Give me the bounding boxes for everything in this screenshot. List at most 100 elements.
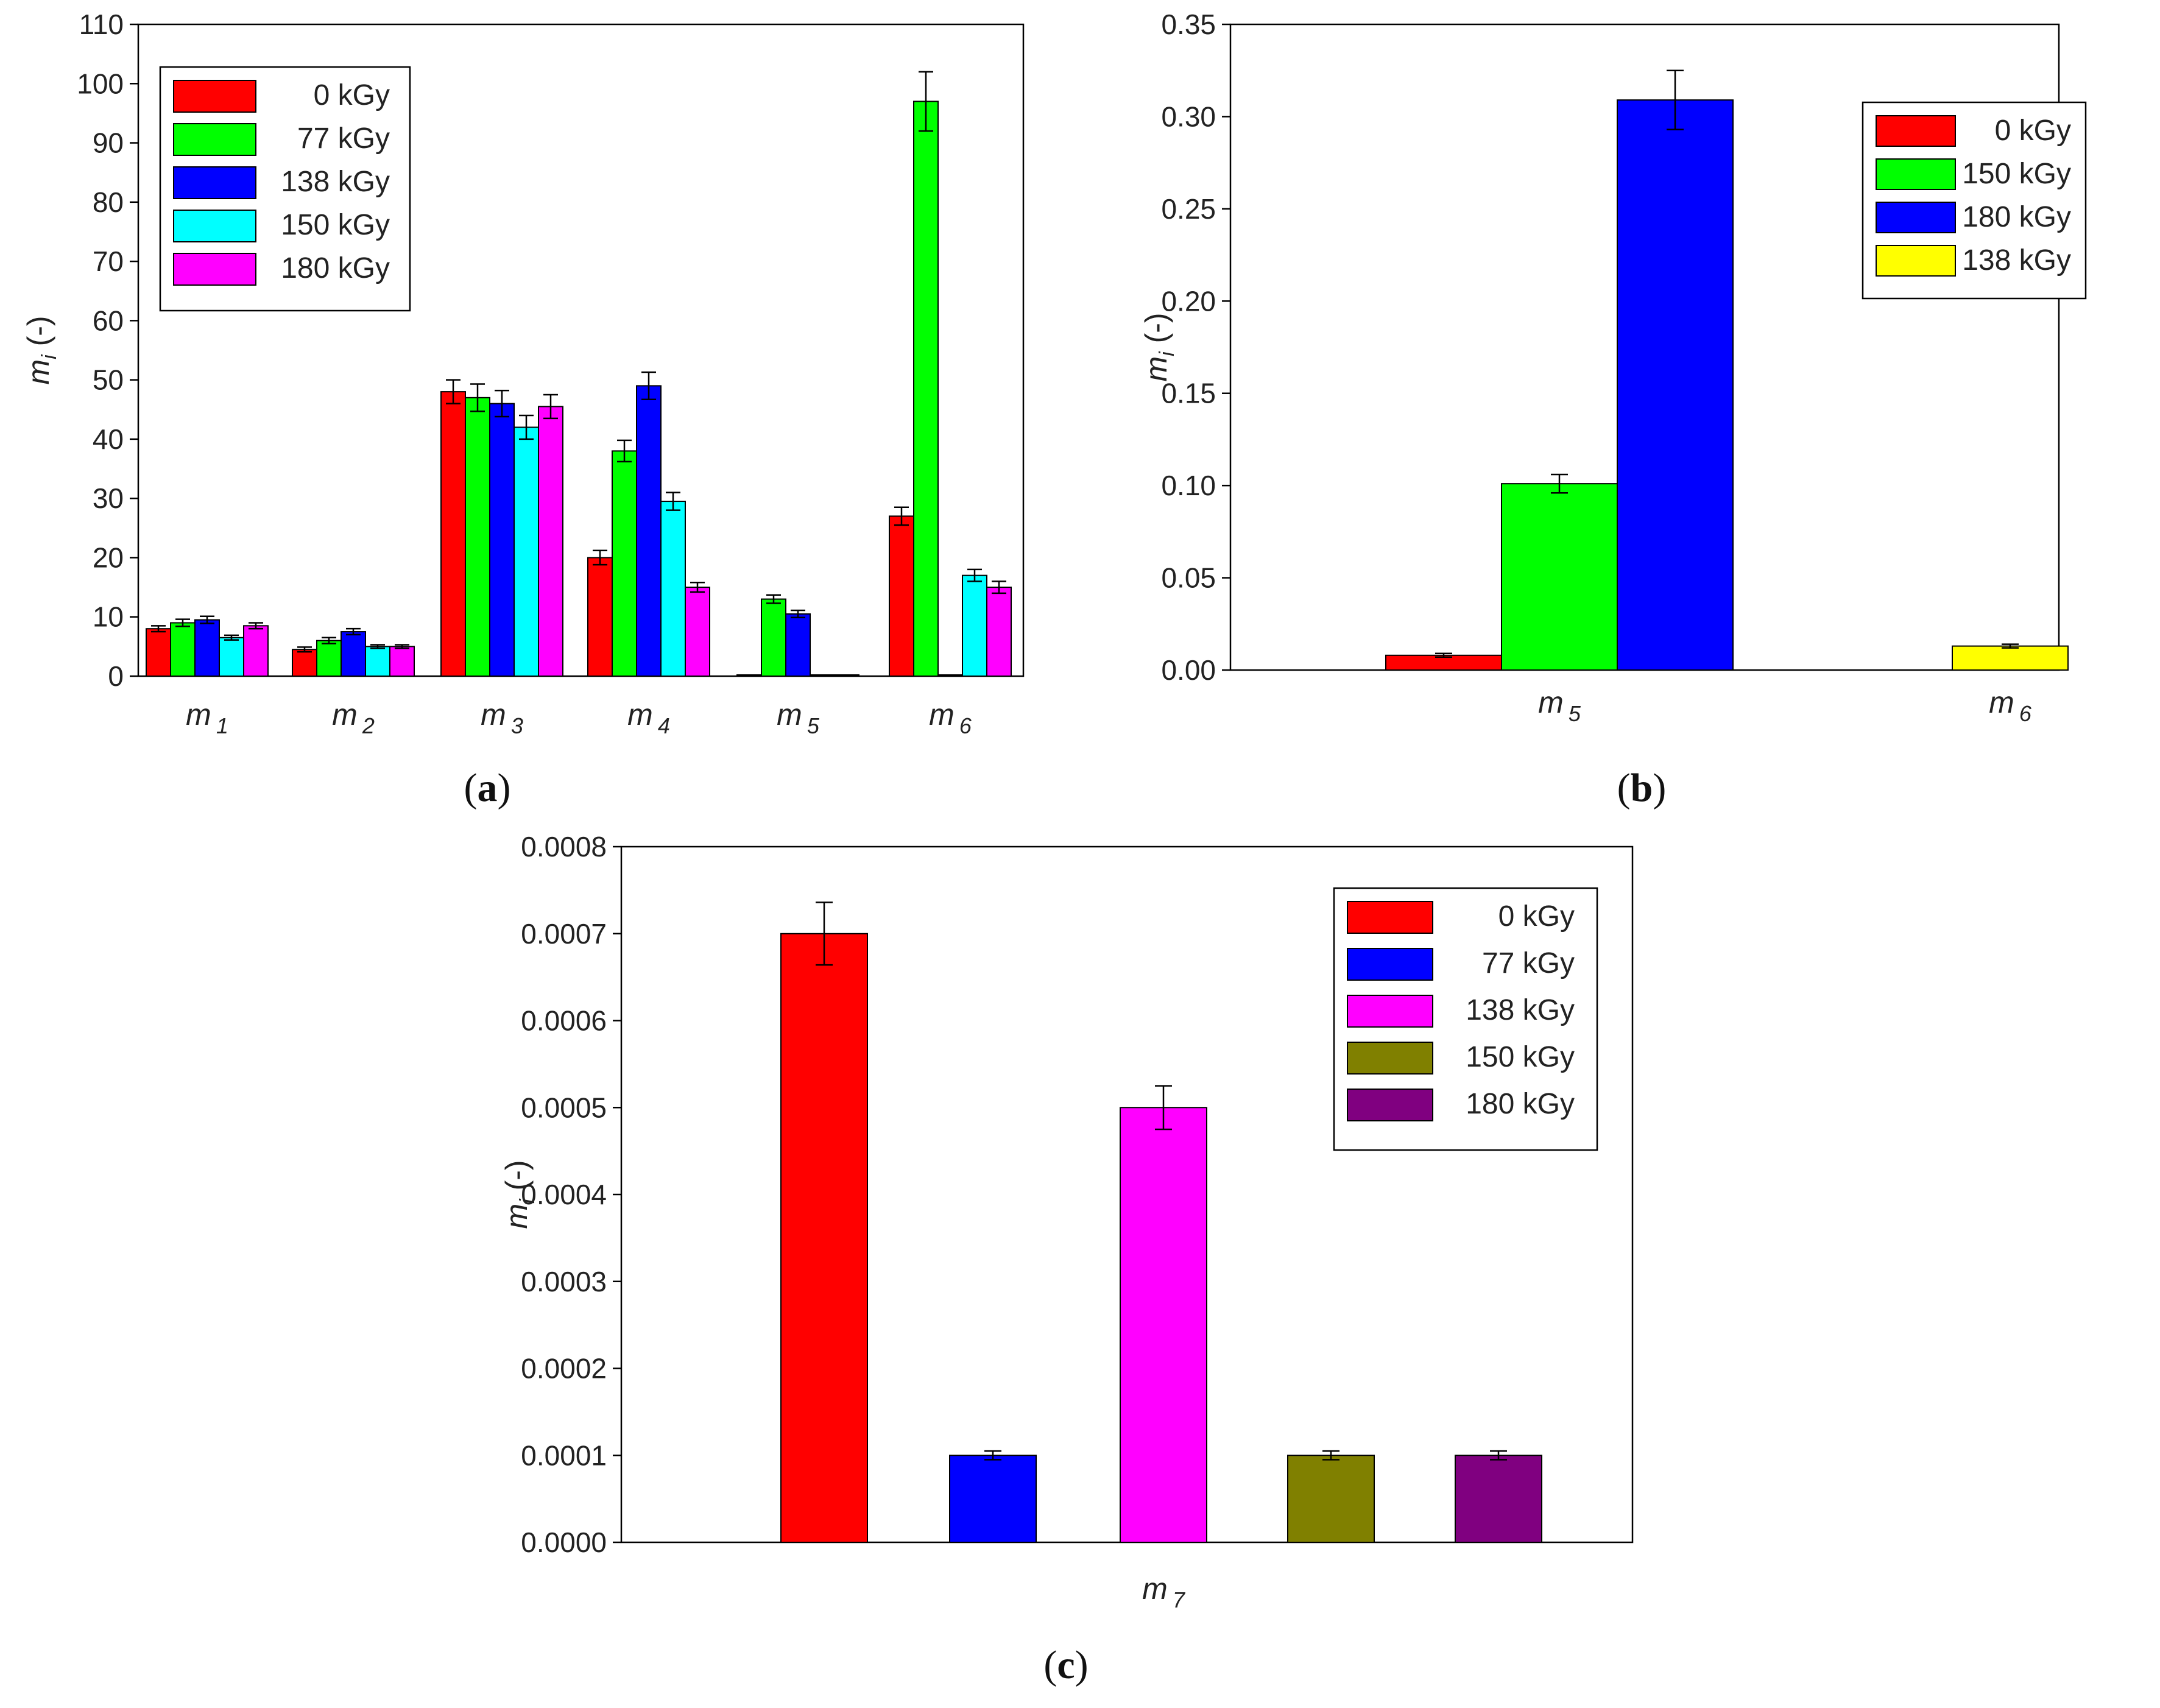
panel-label: (b) — [1617, 766, 1667, 810]
bar — [937, 674, 963, 677]
legend-label: 138 kGy — [1466, 994, 1575, 1026]
legend-label: 150 kGy — [281, 209, 390, 241]
chart-panel-a: 0 10 20 30 40 50 60 70 80 90 100 110 mi (-) m 1 m 2 m 3 m 4 m… — [21, 9, 1025, 810]
bar — [949, 1455, 1037, 1543]
legend-label: 180 kGy — [281, 252, 390, 284]
bar — [538, 406, 563, 677]
bar — [292, 649, 317, 677]
y-axis-label: mi (-) — [1139, 312, 1179, 381]
legend-label: 150 kGy — [1962, 158, 2071, 190]
bar — [636, 385, 662, 677]
plot-frame — [137, 23, 1025, 677]
legend-label: 0 kGy — [1498, 900, 1575, 933]
y-tick-label: 70 — [93, 245, 124, 277]
bar — [736, 674, 762, 677]
y-tick-label: 80 — [93, 186, 124, 218]
y-tick-label: 0.0001 — [521, 1439, 607, 1471]
bar — [1617, 99, 1734, 671]
bar — [612, 450, 637, 677]
legend-swatch — [1876, 115, 1956, 147]
legend-swatch — [1347, 1089, 1433, 1121]
bar — [194, 619, 220, 677]
bar — [587, 557, 613, 677]
legend-label: 77 kGy — [297, 122, 390, 155]
legend: 0 kGy 77 kGy 138 kGy 150 kGy 180 kGy — [159, 66, 411, 312]
y-tick-label: 0 — [108, 660, 124, 692]
y-tick-label: 0.0006 — [521, 1005, 607, 1037]
bar — [962, 574, 987, 677]
bar — [1455, 1455, 1542, 1543]
legend-label: 0 kGy — [1995, 115, 2071, 147]
chart-panel-c: 0.0000 0.0001 0.0002 0.0003 0.0004 0.0005 0.00… — [499, 831, 1634, 1687]
legend-label: 180 kGy — [1466, 1088, 1575, 1120]
bar — [440, 391, 466, 677]
legend-swatch — [1876, 158, 1956, 190]
bar — [913, 101, 939, 677]
y-tick-label: 20 — [93, 542, 124, 573]
bar — [834, 674, 859, 677]
legend-swatch — [173, 80, 256, 113]
y-tick-label: 0.30 — [1161, 101, 1216, 132]
y-tick-label: 0.00 — [1161, 654, 1216, 686]
y-tick-label: 0.20 — [1161, 285, 1216, 317]
y-tick-label: 40 — [93, 423, 124, 455]
legend-swatch — [1876, 202, 1956, 233]
bar — [489, 403, 515, 677]
legend-label: 180 kGy — [1962, 201, 2071, 233]
y-tick-label: 0.05 — [1161, 562, 1216, 594]
y-tick-label: 0.0005 — [521, 1092, 607, 1123]
legend-swatch — [1876, 245, 1956, 277]
y-tick-label: 10 — [93, 601, 124, 633]
y-tick-label: 0.0000 — [521, 1526, 607, 1558]
y-tick-label: 90 — [93, 127, 124, 159]
bar — [389, 646, 415, 677]
y-tick-label: 0.0003 — [521, 1266, 607, 1297]
bar — [785, 613, 811, 677]
bar — [146, 628, 171, 677]
y-tick-label: 110 — [79, 9, 124, 40]
y-tick-label: 0.0007 — [521, 918, 607, 950]
y-tick-label: 30 — [93, 482, 124, 514]
y-tick-label: 0.15 — [1161, 378, 1216, 409]
legend: 0 kGy 150 kGy 180 kGy 138 kGy — [1862, 101, 2087, 300]
bar — [1952, 645, 2069, 671]
y-tick-label: 0.10 — [1161, 470, 1216, 501]
bar — [761, 598, 786, 677]
bar — [810, 674, 835, 677]
panel-label: (c) — [1043, 1643, 1088, 1687]
legend-swatch — [1347, 1042, 1433, 1075]
bar — [316, 640, 342, 677]
legend-label: 77 kGy — [1482, 947, 1575, 979]
y-tick-label: 0.0002 — [521, 1353, 607, 1385]
legend-swatch — [1347, 995, 1433, 1028]
y-tick-label: 0.0004 — [521, 1179, 607, 1210]
legend-label: 0 kGy — [314, 79, 390, 111]
y-tick-label: 100 — [77, 68, 124, 99]
y-tick-label: 0.35 — [1161, 9, 1216, 40]
chart-panel-b: 0.00 0.05 0.10 0.15 0.20 0.25 0.30 0.35 mi (-) m 5… — [1139, 9, 2087, 810]
bar — [1120, 1107, 1207, 1543]
y-tick-label: 60 — [93, 305, 124, 336]
legend-swatch — [173, 210, 256, 242]
bar — [170, 622, 196, 677]
legend-label: 138 kGy — [281, 166, 390, 198]
y-tick-label: 0.0008 — [521, 831, 607, 863]
y-tick-label: 50 — [93, 364, 124, 396]
y-axis-label: mi (-) — [499, 1160, 539, 1229]
bar — [341, 631, 366, 677]
y-tick-label: 0.25 — [1161, 193, 1216, 225]
legend-swatch — [173, 123, 256, 156]
bar — [514, 426, 539, 677]
bar — [219, 637, 244, 677]
panel-label: (a) — [464, 766, 511, 810]
bar — [780, 933, 868, 1543]
